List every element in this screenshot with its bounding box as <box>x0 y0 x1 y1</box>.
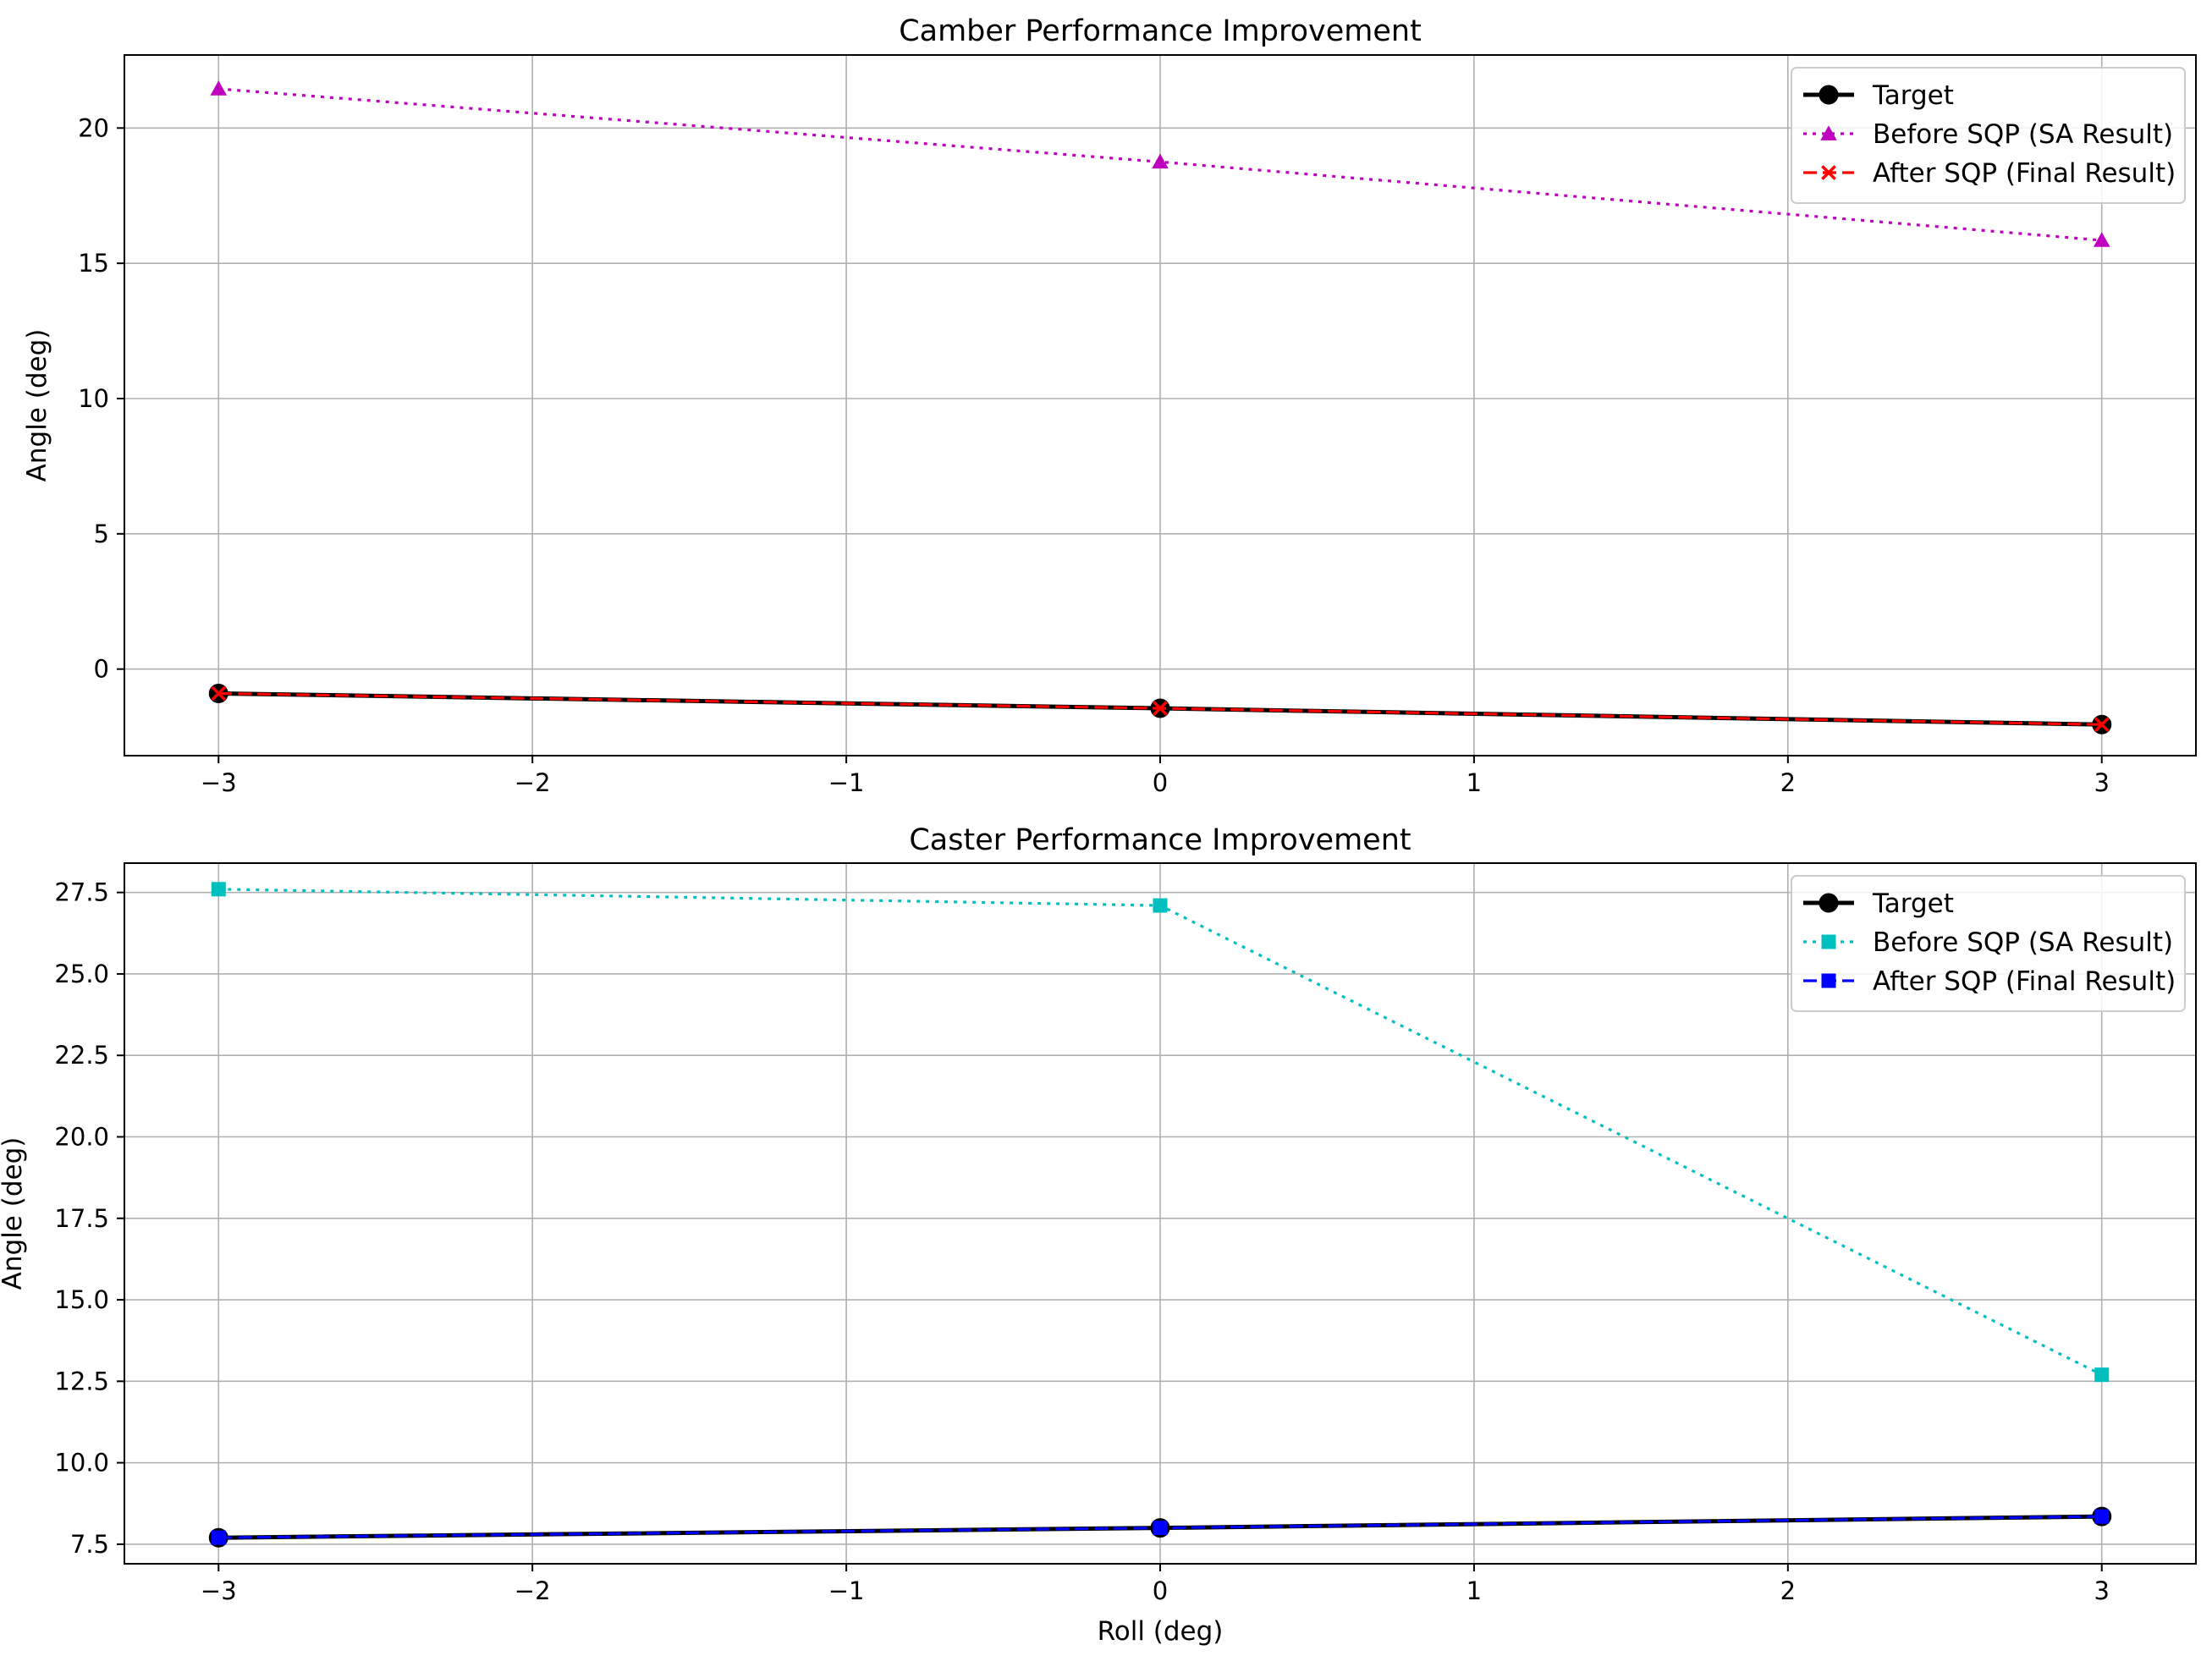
x-tick-label: 0 <box>1153 1576 1168 1605</box>
x-tick-label: 1 <box>1466 768 1482 797</box>
y-axis-label: Angle (deg) <box>22 329 52 482</box>
x-tick-label: 2 <box>1780 1576 1796 1605</box>
y-tick-label: 20 <box>78 113 109 142</box>
subplot-2: −3 −2 −1 0 1 2 3 7.5 10.0 12.5 15.0 17.5 20.0 22.5 25.… <box>0 823 2197 1647</box>
legend: Target Before SQP (SA Result) After SQP (F… <box>1791 875 2186 1012</box>
x-tick-label: −3 <box>201 768 237 797</box>
marker-circle <box>1819 893 1839 913</box>
legend-entry: Target <box>1803 889 1954 919</box>
marker-x-stroke <box>1153 701 1168 716</box>
legend-entry: After SQP (Final Result) <box>1803 966 2176 997</box>
y-tick-label: 20.0 <box>54 1122 109 1151</box>
x-tick-label: 2 <box>1780 768 1796 797</box>
marker-circle <box>1819 85 1839 105</box>
y-tick-label: 10 <box>78 384 109 413</box>
marker-triangle <box>1152 153 1169 169</box>
legend-box <box>1791 875 2186 1012</box>
marker-triangle <box>2093 232 2110 247</box>
y-tick-label: 25.0 <box>54 960 109 988</box>
x-tick-label: −1 <box>828 768 865 797</box>
series-line <box>218 87 2102 242</box>
x-tick-label: 3 <box>2094 1576 2110 1605</box>
legend-label: After SQP (Final Result) <box>1873 966 2176 997</box>
x-tick-label: 3 <box>2094 768 2110 797</box>
marker-triangle <box>210 80 228 96</box>
legend-box <box>1791 67 2186 204</box>
chart-title: Camber Performance Improvement <box>899 14 1422 48</box>
subplot-1: −3 −2 −1 0 1 2 3 0 5 10 15 20 Camber Performance Imp… <box>22 14 2197 797</box>
legend-entry: Before SQP (SA Result) <box>1803 119 2173 150</box>
series-after-sqp-final-result <box>211 1509 2110 1545</box>
y-tick-label: 15 <box>78 249 109 278</box>
x-tick-label: −2 <box>514 1576 551 1605</box>
y-tick-label: 17.5 <box>54 1204 109 1233</box>
y-tick-label: 10.0 <box>54 1449 109 1477</box>
y-tick-label: 15.0 <box>54 1285 109 1314</box>
series-after-sqp-final-result <box>211 685 2110 733</box>
series-before-sqp-sa-result <box>210 80 2110 247</box>
legend-label: Target <box>1872 889 1954 919</box>
x-tick-label: 0 <box>1153 768 1168 797</box>
chart-title: Caster Performance Improvement <box>909 823 1411 857</box>
legend-label: After SQP (Final Result) <box>1873 158 2176 189</box>
marker-x <box>1153 701 1168 716</box>
legend: Target Before SQP (SA Result) After SQP (F… <box>1791 67 2186 204</box>
marker-triangle <box>1820 125 1837 140</box>
legend-entry: After SQP (Final Result) <box>1803 158 2176 189</box>
x-tick-label: −2 <box>514 768 551 797</box>
y-axis-label: Angle (deg) <box>0 1137 28 1290</box>
marker-square <box>2094 1367 2110 1383</box>
legend-label: Before SQP (SA Result) <box>1873 927 2173 958</box>
y-tick-label: 0 <box>94 655 109 684</box>
legend-label: Target <box>1872 80 1954 111</box>
legend-entry: Before SQP (SA Result) <box>1803 927 2173 958</box>
y-tick-label: 12.5 <box>54 1367 109 1395</box>
marker-x-stroke <box>1821 165 1836 180</box>
y-tick-label: 27.5 <box>54 878 109 907</box>
marker-square <box>1153 1521 1168 1536</box>
marker-x <box>1821 165 1836 180</box>
marker-square <box>211 1530 226 1545</box>
marker-x-stroke <box>211 685 227 701</box>
marker-square <box>1153 898 1168 913</box>
marker-square <box>1821 934 1836 949</box>
legend-label: Before SQP (SA Result) <box>1873 119 2173 150</box>
x-tick-label: −3 <box>201 1576 237 1605</box>
marker-x <box>2094 717 2110 733</box>
y-tick-label: 7.5 <box>70 1530 109 1559</box>
series-before-sqp-sa-result <box>211 882 2110 1383</box>
marker-x <box>211 685 227 701</box>
marker-square <box>211 882 226 897</box>
marker-x-stroke <box>2094 717 2110 733</box>
x-tick-label: −1 <box>828 1576 865 1605</box>
marker-square <box>2094 1509 2110 1524</box>
marker-square <box>1821 973 1836 988</box>
y-tick-label: 22.5 <box>54 1041 109 1070</box>
legend-entry: Target <box>1803 80 1954 111</box>
x-axis-label: Roll (deg) <box>1098 1616 1224 1647</box>
y-tick-label: 5 <box>94 520 109 548</box>
x-tick-label: 1 <box>1466 1576 1482 1605</box>
